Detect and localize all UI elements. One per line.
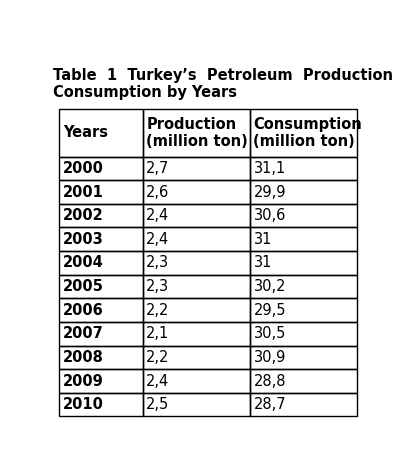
Bar xyxy=(143,157,250,180)
Bar xyxy=(250,110,357,157)
Text: 2,6: 2,6 xyxy=(146,185,170,200)
Text: 30,2: 30,2 xyxy=(254,279,286,294)
Bar xyxy=(59,322,143,346)
Text: 2003: 2003 xyxy=(63,232,104,247)
Text: Table  1  Turkey’s  Petroleum  Production  and
Consumption by Years: Table 1 Turkey’s Petroleum Production an… xyxy=(53,67,400,100)
Bar xyxy=(250,393,357,416)
Text: 2001: 2001 xyxy=(63,185,104,200)
Text: Years: Years xyxy=(63,126,108,141)
Text: 30,5: 30,5 xyxy=(254,326,286,341)
Bar xyxy=(250,298,357,322)
Text: 2008: 2008 xyxy=(63,350,104,365)
Bar xyxy=(250,322,357,346)
Text: 2,5: 2,5 xyxy=(146,397,170,412)
Bar xyxy=(250,204,357,228)
Bar xyxy=(59,157,143,180)
Text: 31: 31 xyxy=(254,232,272,247)
Bar xyxy=(143,228,250,251)
Text: 2,2: 2,2 xyxy=(146,303,170,318)
Bar xyxy=(59,346,143,369)
Text: 28,8: 28,8 xyxy=(254,373,286,388)
Bar xyxy=(250,157,357,180)
Bar xyxy=(59,228,143,251)
Text: 28,7: 28,7 xyxy=(254,397,286,412)
Text: 2,4: 2,4 xyxy=(146,208,170,223)
Text: 2005: 2005 xyxy=(63,279,104,294)
Bar xyxy=(143,393,250,416)
Text: 2009: 2009 xyxy=(63,373,104,388)
Bar xyxy=(59,204,143,228)
Text: 2,1: 2,1 xyxy=(146,326,170,341)
Text: 2,3: 2,3 xyxy=(146,255,170,270)
Bar xyxy=(59,393,143,416)
Bar xyxy=(143,180,250,204)
Text: 30,9: 30,9 xyxy=(254,350,286,365)
Text: 2000: 2000 xyxy=(63,161,104,176)
Bar xyxy=(59,180,143,204)
Bar xyxy=(143,110,250,157)
Bar xyxy=(59,275,143,298)
Text: 2007: 2007 xyxy=(63,326,104,341)
Text: Consumption
(million ton): Consumption (million ton) xyxy=(254,117,362,149)
Bar xyxy=(250,251,357,275)
Text: 30,6: 30,6 xyxy=(254,208,286,223)
Bar xyxy=(250,275,357,298)
Bar xyxy=(143,346,250,369)
Bar xyxy=(143,298,250,322)
Bar xyxy=(250,346,357,369)
Bar xyxy=(143,251,250,275)
Text: 2006: 2006 xyxy=(63,303,104,318)
Bar xyxy=(250,369,357,393)
Text: 29,5: 29,5 xyxy=(254,303,286,318)
Text: 2004: 2004 xyxy=(63,255,104,270)
Bar xyxy=(59,298,143,322)
Text: Production
(million ton): Production (million ton) xyxy=(146,117,248,149)
Text: 2,2: 2,2 xyxy=(146,350,170,365)
Text: 2,4: 2,4 xyxy=(146,373,170,388)
Bar xyxy=(59,251,143,275)
Bar xyxy=(59,369,143,393)
Text: 31: 31 xyxy=(254,255,272,270)
Text: 2,3: 2,3 xyxy=(146,279,170,294)
Text: 2,7: 2,7 xyxy=(146,161,170,176)
Text: 2002: 2002 xyxy=(63,208,104,223)
Text: 31,1: 31,1 xyxy=(254,161,286,176)
Text: 2,4: 2,4 xyxy=(146,232,170,247)
Bar xyxy=(143,322,250,346)
Bar xyxy=(143,275,250,298)
Text: 2010: 2010 xyxy=(63,397,104,412)
Bar xyxy=(59,110,143,157)
Bar xyxy=(250,180,357,204)
Text: 29,9: 29,9 xyxy=(254,185,286,200)
Bar xyxy=(143,204,250,228)
Bar xyxy=(143,369,250,393)
Bar xyxy=(250,228,357,251)
